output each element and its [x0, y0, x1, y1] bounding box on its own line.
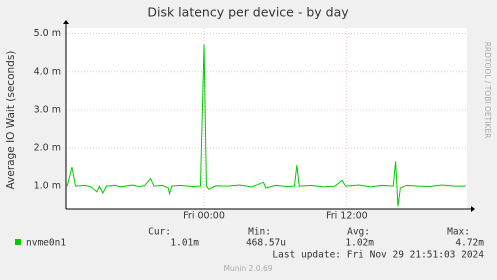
y-tick-label: 5.0 m: [34, 28, 61, 39]
y-tick-label: 1.0 m: [34, 181, 61, 192]
legend-swatch: [15, 239, 21, 245]
last-update: Last update: Fri Nov 29 21:51:03 2024: [272, 250, 484, 261]
legend-stat: 1.01m: [170, 238, 199, 249]
y-tick-label: 2.0 m: [34, 143, 61, 154]
legend-stat: 1.02m: [345, 238, 374, 249]
y-axis-label: Average IO Wait (seconds): [5, 51, 17, 190]
axis-arrow: [471, 206, 475, 212]
legend-name: nvme0n1: [26, 238, 66, 249]
legend-header: Avg:: [347, 227, 370, 238]
y-tick-label: 4.0 m: [34, 66, 61, 77]
side-text: RRDTOOL / TOBI OETIKER: [483, 42, 492, 139]
x-tick-label: Fri 12:00: [326, 211, 368, 222]
legend-stat: 4.72m: [455, 238, 484, 249]
x-tick-label: Fri 00:00: [183, 211, 225, 222]
legend-header: Max:: [447, 227, 470, 238]
axis-arrow: [63, 20, 69, 24]
chart-title: Disk latency per device - by day: [147, 5, 349, 20]
legend-header: Cur:: [148, 227, 171, 238]
footer: Munin 2.0.69: [223, 264, 272, 273]
y-tick-label: 3.0 m: [34, 104, 61, 115]
series-line: [66, 44, 466, 207]
legend-stat: 468.57u: [246, 238, 286, 249]
plot-area: [66, 28, 467, 209]
legend-header: Min:: [248, 227, 271, 238]
